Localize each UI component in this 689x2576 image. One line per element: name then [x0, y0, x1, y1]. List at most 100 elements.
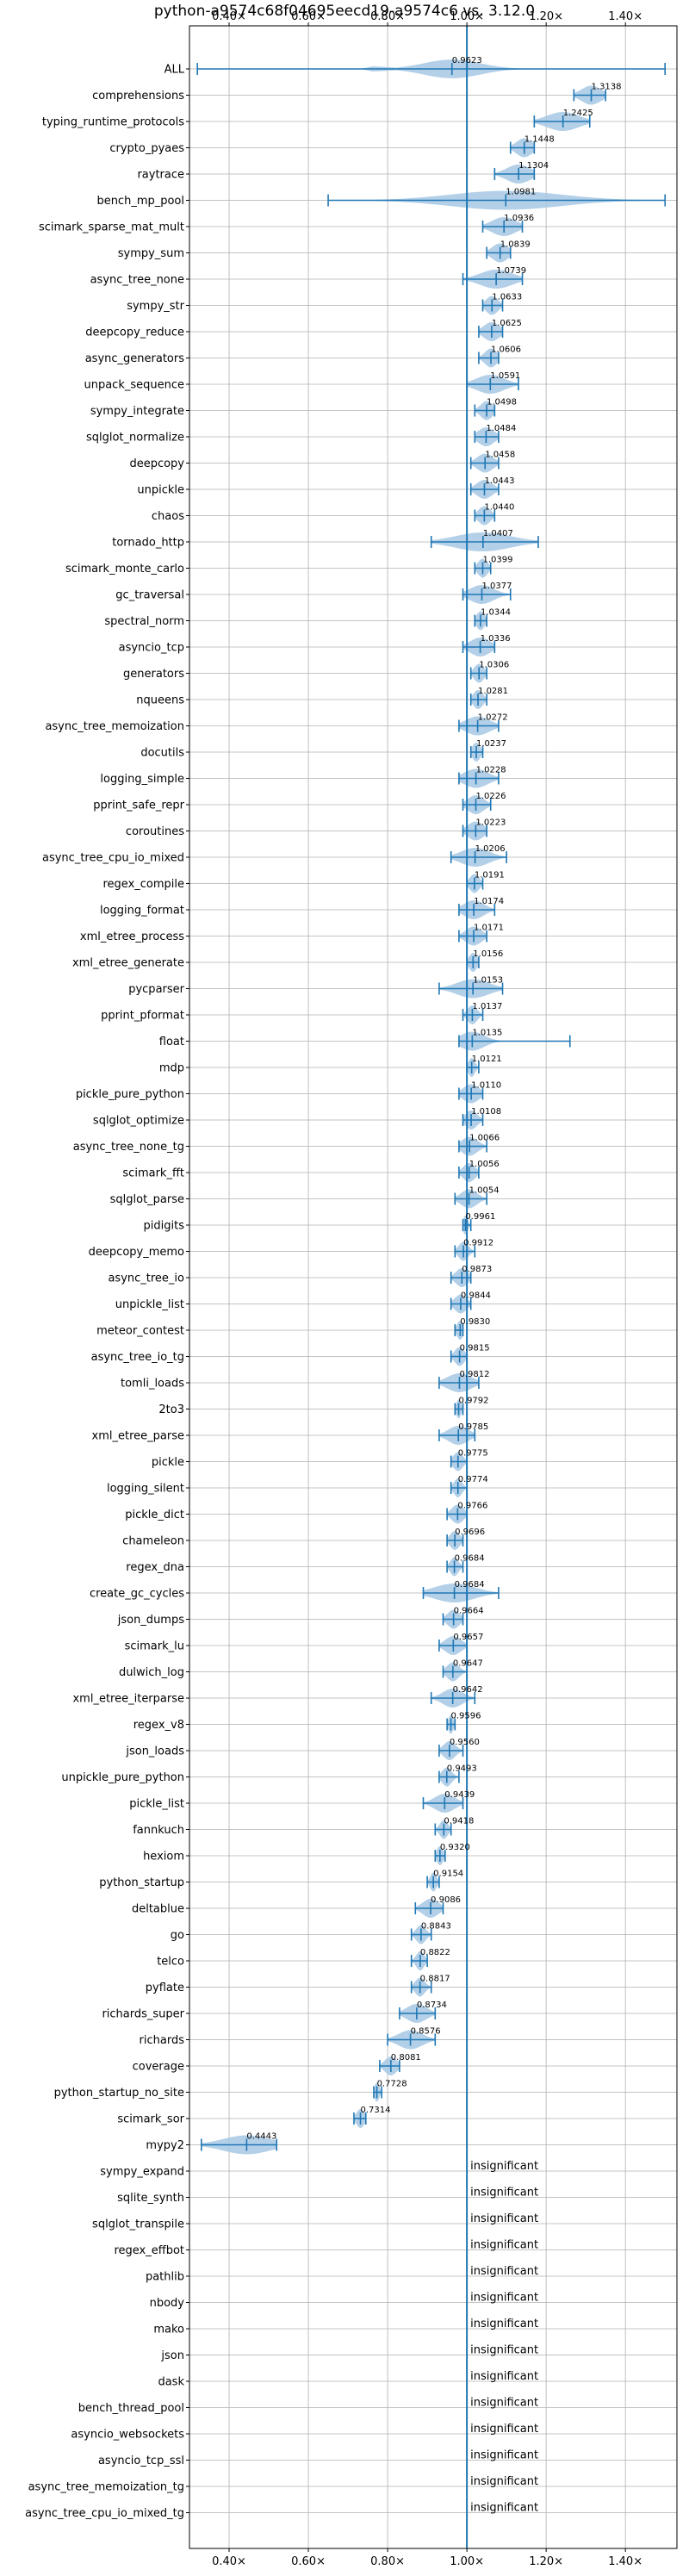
benchmark-label: pickle [152, 1456, 184, 1469]
median-value-label: 0.8817 [420, 1975, 450, 1984]
benchmark-label: python_startup_no_site [54, 2087, 184, 2100]
x-tick-label-top: 0.60× [291, 10, 326, 23]
benchmark-label: richards [140, 2034, 185, 2047]
benchmark-label: async_tree_io [108, 1272, 184, 1285]
benchmark-label: logging_format [100, 905, 184, 918]
x-tick-label-top: 1.00× [450, 10, 484, 23]
median-value-label: 0.9560 [450, 1738, 480, 1747]
x-tick-label-bottom: 1.40× [608, 2555, 642, 2568]
insignificant-label: insignificant [470, 2449, 538, 2462]
benchmark-label: telco [157, 1956, 184, 1969]
median-value-label: 1.0153 [473, 976, 503, 986]
benchmark-label: pyflate [146, 1982, 184, 1994]
benchmark-label: sympy_integrate [90, 405, 184, 418]
x-tick-label-top: 1.40× [608, 10, 642, 23]
median-value-label: 1.0272 [478, 713, 508, 723]
benchmark-label: sympy_expand [100, 2166, 184, 2179]
benchmark-label: spectral_norm [104, 615, 184, 628]
benchmark-label: async_tree_cpu_io_mixed [42, 852, 184, 865]
benchmark-label: unpack_sequence [84, 379, 184, 392]
benchmark-label: go [171, 1929, 184, 1942]
benchmark-label: raytrace [137, 169, 184, 182]
benchmark-label: mdp [159, 1062, 184, 1075]
benchmark-label: async_tree_memoization [45, 720, 184, 733]
median-value-label: 1.0458 [485, 451, 515, 460]
median-value-label: 0.9596 [451, 1712, 481, 1721]
median-value-label: 0.9785 [458, 1422, 488, 1432]
benchmark-label: pprint_pformat [101, 1010, 184, 1023]
x-tick-label-bottom: 1.00× [450, 2555, 484, 2568]
median-value-label: 0.9418 [444, 1817, 474, 1826]
benchmark-label: scimark_monte_carlo [65, 563, 184, 576]
benchmark-label: dulwich_log [119, 1666, 184, 1679]
insignificant-label: insignificant [470, 2475, 538, 2488]
benchmark-label: json_dumps [117, 1614, 184, 1627]
benchmark-label: sqlite_synth [117, 2192, 184, 2205]
median-value-label: 1.0344 [481, 608, 511, 618]
median-value-label: 1.0399 [482, 556, 512, 565]
median-value-label: 1.0606 [491, 345, 521, 355]
benchmark-label: scimark_sor [117, 2113, 184, 2126]
benchmark-label: regex_v8 [133, 1719, 184, 1732]
benchmark-label: sqlglot_optimize [93, 1115, 184, 1128]
median-value-label: 0.8843 [421, 1922, 451, 1932]
median-value-label: 0.9812 [459, 1370, 489, 1379]
benchmark-label: scimark_fft [122, 1167, 184, 1180]
benchmark-label: crypto_pyaes [109, 142, 184, 155]
median-value-label: 1.0440 [484, 503, 514, 513]
benchmark-label: bench_thread_pool [78, 2402, 184, 2415]
median-value-label: 0.9815 [460, 1344, 490, 1353]
benchmark-label: deepcopy_reduce [85, 327, 184, 339]
benchmark-label: async_tree_none_tg [73, 1141, 184, 1154]
benchmark-label: regex_compile [102, 878, 184, 891]
benchmark-label: unpickle [137, 484, 184, 497]
insignificant-label: insignificant [470, 2502, 538, 2515]
benchmark-label: pycparser [128, 983, 184, 996]
median-value-label: 1.0498 [487, 398, 517, 408]
median-value-label: 0.9792 [459, 1397, 489, 1406]
x-tick-label-top: 0.80× [370, 10, 405, 23]
benchmark-label: deepcopy_memo [89, 1246, 184, 1259]
benchmark-label: tomli_loads [121, 1378, 184, 1391]
benchmark-label: logging_silent [107, 1483, 184, 1496]
benchmark-label: bench_mp_pool [96, 195, 184, 208]
chart-title: python-a9574c68f04695eecd19-a9574c6 vs. … [154, 3, 535, 20]
median-value-label: 0.9642 [453, 1685, 483, 1695]
insignificant-label: insignificant [470, 2265, 538, 2278]
median-value-label: 1.0306 [479, 661, 509, 670]
median-value-label: 1.0625 [492, 319, 522, 328]
median-value-label: 0.8734 [417, 2000, 447, 2010]
benchmark-label: pathlib [146, 2271, 184, 2284]
x-axis-top: 0.40× 0.60× 0.80× 1.00× 1.20× 1.40× [212, 10, 642, 26]
median-value-label: 0.9844 [461, 1291, 491, 1301]
median-value-label: 1.2425 [563, 109, 593, 118]
benchmark-label: scimark_sparse_mat_mult [39, 221, 184, 234]
benchmark-label: asyncio_tcp_ssl [98, 2455, 184, 2467]
benchmark-label: coverage [133, 2061, 184, 2074]
insignificant-label: insignificant [470, 2239, 538, 2252]
median-value-label: 0.9439 [444, 1790, 475, 1800]
median-value-label: 1.1448 [525, 135, 555, 145]
median-value-label: 1.0223 [475, 818, 506, 828]
median-value-label: 0.9154 [433, 1870, 463, 1879]
median-value-label: 1.0226 [476, 792, 506, 801]
benchmark-label: deepcopy [129, 457, 184, 470]
median-value-label: 1.0443 [484, 476, 514, 486]
median-value-label: 0.9912 [463, 1239, 493, 1248]
benchmark-label: async_tree_none [90, 274, 184, 287]
median-value-label: 1.0633 [492, 293, 522, 302]
median-value-label: 1.0936 [504, 214, 534, 223]
benchmark-label: nqueens [136, 694, 184, 707]
benchmark-label: scimark_lu [125, 1640, 184, 1653]
median-value-label: 0.9623 [452, 56, 482, 65]
median-value-label: 1.0056 [469, 1160, 500, 1169]
benchmark-label: python_startup [99, 1876, 184, 1889]
median-value-label: 1.0137 [472, 1002, 502, 1011]
median-value-label: 1.0981 [506, 188, 536, 197]
benchmark-label: ALL [164, 64, 185, 77]
benchmark-label: async_generators [85, 352, 185, 365]
median-value-label: 0.9657 [453, 1633, 483, 1642]
x-tick-label-bottom: 0.60× [291, 2555, 326, 2568]
median-value-label: 1.0377 [481, 582, 512, 591]
benchmark-label: unpickle_list [115, 1298, 184, 1311]
